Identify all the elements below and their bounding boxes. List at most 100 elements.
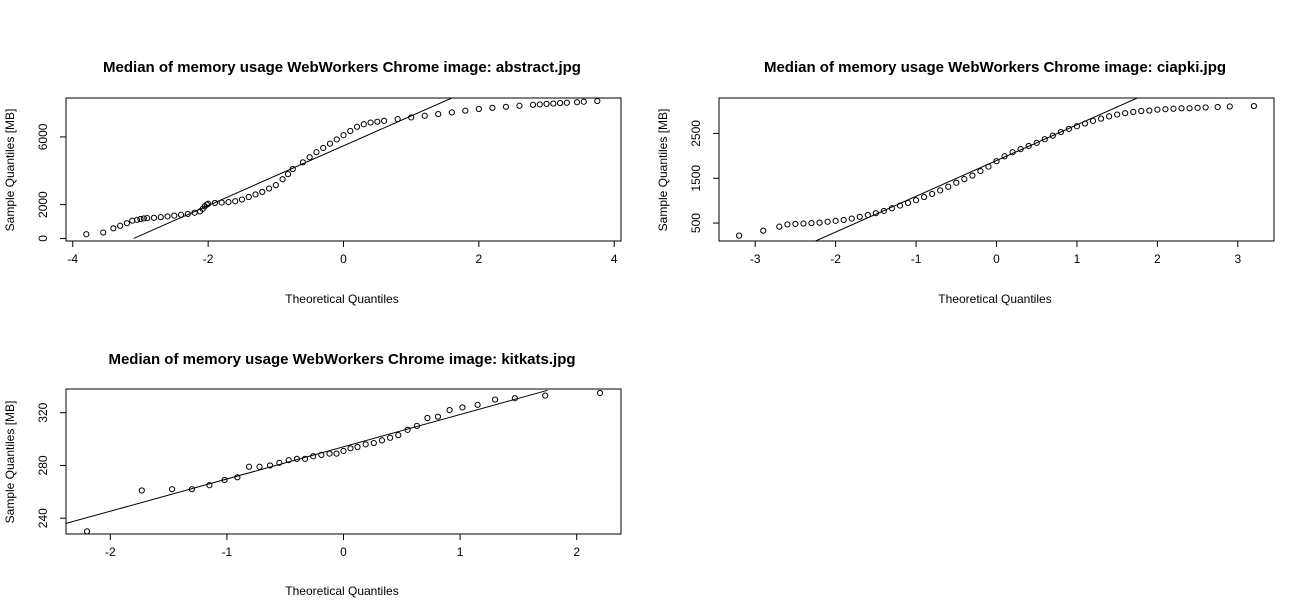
x-axis: -3 -2 -1 0 1 2 3 bbox=[750, 240, 1241, 266]
data-point bbox=[800, 220, 807, 227]
data-point bbox=[961, 176, 968, 183]
data-point bbox=[413, 422, 421, 430]
data-point bbox=[232, 198, 239, 205]
y-tick-label: 1500 bbox=[689, 165, 703, 192]
data-point bbox=[736, 232, 743, 239]
data-point bbox=[516, 102, 523, 109]
data-point bbox=[333, 450, 340, 457]
data-point bbox=[188, 486, 196, 493]
data-point bbox=[177, 211, 185, 218]
data-point bbox=[776, 223, 783, 230]
data-point bbox=[848, 215, 855, 222]
x-tick-label: 1 bbox=[457, 545, 464, 559]
x-tick-label: 2 bbox=[573, 545, 580, 559]
qq-plot-abstract: Median of memory usage WebWorkers Chrome… bbox=[3, 59, 622, 306]
data-point bbox=[993, 158, 1000, 165]
data-point bbox=[529, 101, 537, 108]
data-point bbox=[265, 185, 273, 192]
y-tick-label: 0 bbox=[36, 235, 50, 242]
data-point bbox=[1202, 104, 1209, 111]
data-point bbox=[117, 222, 124, 229]
y-tick-label: 6000 bbox=[36, 123, 50, 150]
y-tick-label: 2000 bbox=[36, 191, 50, 218]
x-tick-label: -3 bbox=[750, 252, 761, 266]
data-point bbox=[1194, 104, 1201, 111]
data-point bbox=[435, 110, 442, 118]
data-point bbox=[1009, 149, 1016, 156]
data-point bbox=[489, 104, 496, 111]
data-point bbox=[381, 117, 388, 124]
data-point bbox=[543, 100, 550, 108]
data-point bbox=[340, 132, 347, 139]
data-point bbox=[1001, 153, 1008, 160]
data-point bbox=[245, 463, 253, 470]
data-point bbox=[1186, 105, 1193, 112]
x-tick-label: -1 bbox=[222, 545, 233, 559]
y-axis-label: Sample Quantiles [MB] bbox=[3, 401, 17, 524]
data-point bbox=[340, 447, 347, 455]
data-point bbox=[110, 225, 117, 232]
data-point bbox=[864, 211, 871, 219]
data-point bbox=[985, 163, 992, 170]
data-point bbox=[563, 99, 570, 106]
data-point bbox=[888, 205, 896, 212]
data-point bbox=[205, 200, 212, 207]
data-point bbox=[138, 487, 145, 494]
qq-plot-kitkats: Median of memory usage WebWorkers Chrome… bbox=[3, 351, 622, 598]
data-point bbox=[816, 219, 823, 226]
data-point bbox=[760, 227, 767, 234]
data-point bbox=[434, 413, 442, 420]
data-point bbox=[378, 437, 386, 444]
data-point bbox=[299, 159, 306, 166]
data-point bbox=[856, 213, 863, 220]
data-point bbox=[100, 229, 107, 236]
data-point bbox=[1154, 106, 1161, 113]
x-tick-label: 0 bbox=[340, 545, 347, 559]
data-point bbox=[421, 112, 428, 119]
x-tick-label: -2 bbox=[830, 252, 841, 266]
data-point bbox=[218, 199, 225, 206]
data-point bbox=[266, 462, 274, 469]
x-axis: -4 -2 0 2 4 bbox=[67, 240, 618, 266]
data-point bbox=[326, 450, 333, 457]
data-point bbox=[556, 99, 564, 107]
data-point bbox=[83, 528, 91, 535]
x-tick-label: 2 bbox=[476, 252, 483, 266]
data-point bbox=[446, 406, 453, 414]
y-axis-label: Sample Quantiles [MB] bbox=[656, 109, 670, 232]
data-point bbox=[511, 395, 518, 402]
plot-frame bbox=[65, 388, 622, 535]
data-point bbox=[83, 231, 90, 238]
data-point bbox=[252, 191, 259, 198]
y-axis-label: Sample Quantiles [MB] bbox=[3, 109, 17, 232]
data-point bbox=[1130, 108, 1137, 115]
data-point bbox=[1138, 107, 1145, 115]
data-point bbox=[977, 167, 984, 175]
y-tick-label: 500 bbox=[689, 213, 703, 233]
y-tick-label: 240 bbox=[36, 508, 50, 528]
data-point bbox=[370, 439, 377, 447]
data-point bbox=[542, 392, 549, 399]
data-point bbox=[259, 188, 266, 196]
data-point bbox=[1089, 117, 1097, 124]
data-point bbox=[289, 165, 296, 173]
data-point bbox=[896, 202, 904, 209]
data-point bbox=[1017, 146, 1024, 153]
data-point bbox=[904, 199, 912, 206]
data-points bbox=[83, 97, 601, 239]
data-point bbox=[256, 463, 263, 470]
data-point bbox=[225, 198, 232, 206]
data-point bbox=[245, 193, 252, 201]
x-tick-label: -2 bbox=[105, 545, 116, 559]
data-point bbox=[203, 201, 210, 208]
data-point bbox=[1057, 128, 1064, 136]
y-tick-label: 320 bbox=[36, 402, 50, 422]
data-point bbox=[596, 389, 604, 397]
data-point bbox=[374, 118, 381, 125]
data-point bbox=[395, 432, 402, 439]
data-point bbox=[140, 215, 147, 222]
data-point bbox=[937, 187, 944, 194]
data-point bbox=[362, 441, 369, 448]
x-tick-label: 1 bbox=[1074, 252, 1081, 266]
